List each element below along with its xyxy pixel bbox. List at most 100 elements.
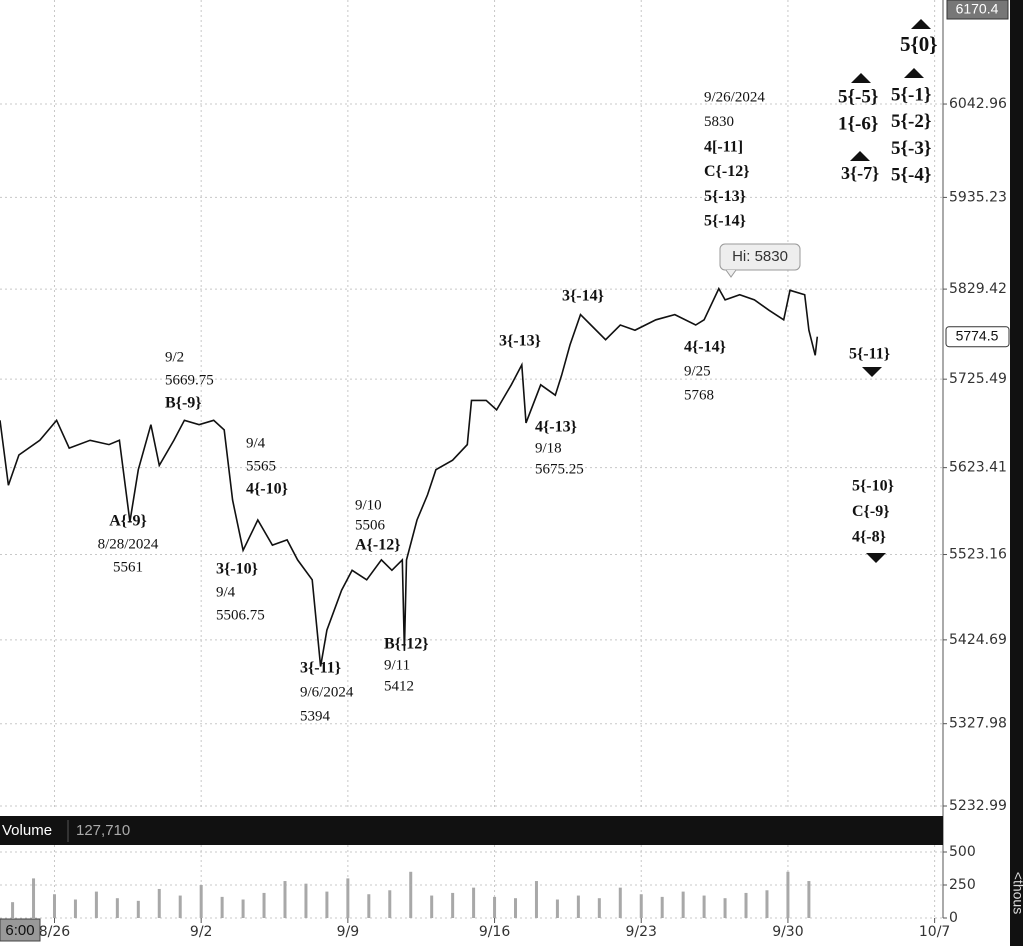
- annotation: 9/11: [384, 657, 410, 673]
- arrow-up: [851, 73, 871, 83]
- x-tick-label: 8/26: [39, 924, 71, 940]
- y-tick-label: 5725.49: [949, 371, 1007, 387]
- wave-label: B{-12}: [384, 636, 429, 653]
- top-price-label: 6170.4: [956, 1, 999, 17]
- annotation: 9/6/2024: [300, 684, 354, 700]
- volume-unit: <thous: [1010, 872, 1023, 914]
- y-tick-label: 5829.42: [949, 281, 1007, 297]
- annotation: 5412: [384, 678, 414, 694]
- x-tick-label: 10/7: [919, 924, 950, 940]
- arrows: [850, 19, 931, 563]
- volume-bar: [157, 888, 161, 918]
- arrow-up: [904, 68, 924, 78]
- hi-tooltip: Hi: 5830: [719, 243, 801, 278]
- volume-bar: [325, 891, 329, 918]
- y-tick-label: 5232.99: [949, 798, 1007, 814]
- volume-bar: [220, 896, 224, 918]
- arrow-down: [866, 553, 886, 563]
- wave-label: A{-9}: [109, 513, 147, 530]
- grid: [0, 0, 943, 919]
- volume-bar: [555, 899, 559, 918]
- annotation: 9/18: [535, 440, 562, 456]
- volume-bar: [681, 891, 685, 918]
- volume-bar: [744, 892, 748, 918]
- volume-bar: [199, 884, 203, 918]
- y-tick-label: 5327.98: [949, 716, 1007, 732]
- volume-bar: [241, 899, 245, 918]
- arrow-up: [911, 19, 931, 29]
- volume-bar: [52, 894, 56, 918]
- volume-header: [0, 816, 943, 845]
- volume-bar: [409, 871, 413, 918]
- y-tick-label: 5935.23: [949, 189, 1007, 205]
- volume-bar: [430, 895, 434, 918]
- wave-label: C{-12}: [704, 163, 750, 180]
- wave-label: A{-12}: [355, 537, 401, 554]
- arrow-down: [862, 367, 882, 377]
- tooltip-pointer: [725, 269, 737, 278]
- wave-label: 5{-4}: [891, 164, 931, 185]
- wave-label: 4{-10}: [246, 481, 288, 498]
- volume-value: 127,710: [76, 822, 130, 839]
- volume-bar: [723, 898, 727, 918]
- tooltip-box: [719, 243, 801, 271]
- volume-bar: [283, 881, 287, 918]
- volume-bar: [807, 881, 811, 918]
- volume-bar: [136, 900, 140, 918]
- right-strip: [1010, 0, 1023, 946]
- annotation: 5675.25: [535, 461, 584, 477]
- x-tick-label: 9/23: [626, 924, 657, 940]
- wave-label: 5{-11}: [849, 346, 890, 363]
- wave-label: 5{0}: [900, 32, 938, 56]
- wave-label: 4{-13}: [535, 419, 577, 436]
- wave-label: 5{-10}: [852, 478, 894, 495]
- price-line: [0, 286, 819, 667]
- wave-label: 5{-2}: [891, 111, 931, 132]
- annotation: 5506.75: [216, 607, 265, 623]
- y-tick-label: 500: [949, 844, 976, 860]
- x-tick-label: 9/30: [772, 924, 803, 940]
- wave-label: 5{-1}: [891, 84, 931, 105]
- time-label: 6:00: [5, 922, 34, 939]
- volume-bar: [534, 881, 538, 918]
- wave-label: 3{-7}: [841, 163, 879, 183]
- volume-bar: [660, 896, 664, 918]
- volume-bar: [765, 890, 769, 918]
- y-tick-label: 0: [949, 910, 958, 926]
- annotation: 5830: [704, 114, 734, 130]
- wave-label: B{-9}: [165, 395, 202, 412]
- volume-bar: [597, 898, 601, 918]
- wave-label: 5{-3}: [891, 138, 931, 159]
- wave-label: 5{-5}: [838, 86, 878, 107]
- annotation: 9/4: [216, 584, 236, 600]
- wave-label: C{-9}: [852, 503, 890, 520]
- volume-bar: [388, 890, 392, 918]
- y-tick-label: 6042.96: [949, 96, 1007, 112]
- time-badge: [0, 918, 41, 942]
- last-price-label: 5774.5: [956, 327, 999, 343]
- top-price-badge: [946, 0, 1009, 20]
- wave-label: 3{-10}: [216, 561, 258, 578]
- volume-bar: [618, 887, 622, 918]
- volume-bar: [472, 887, 476, 918]
- volume-bar: [514, 898, 518, 918]
- volume-bar: [262, 892, 266, 918]
- annotation: 9/25: [684, 363, 711, 379]
- last-price-badge: [945, 326, 1010, 348]
- volume-bar: [702, 895, 706, 918]
- annotation: 5768: [684, 387, 714, 403]
- volume-bar: [493, 896, 497, 918]
- y-tick-label: 5623.41: [949, 460, 1007, 476]
- annotation: 9/26/2024: [704, 89, 765, 105]
- x-tick-label: 9/16: [479, 924, 511, 940]
- volume-bar: [32, 878, 36, 918]
- annotation: 5669.75: [165, 372, 214, 388]
- volume-bar: [115, 898, 119, 918]
- annotation: 8/28/2024: [98, 536, 159, 552]
- volume-bar: [367, 894, 371, 918]
- annotation: 5506: [355, 517, 386, 533]
- volume-bar: [178, 895, 182, 918]
- wave-label: 4[-11]: [704, 138, 743, 155]
- wave-label: 4{-14}: [684, 339, 726, 356]
